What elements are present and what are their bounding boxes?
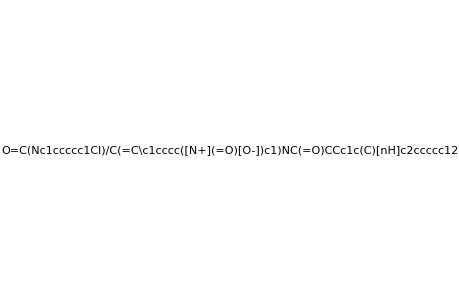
Text: O=C(Nc1ccccc1Cl)/C(=C\c1cccc([N+](=O)[O-])c1)NC(=O)CCc1c(C)[nH]c2ccccc12: O=C(Nc1ccccc1Cl)/C(=C\c1cccc([N+](=O)[O-… bbox=[1, 145, 458, 155]
